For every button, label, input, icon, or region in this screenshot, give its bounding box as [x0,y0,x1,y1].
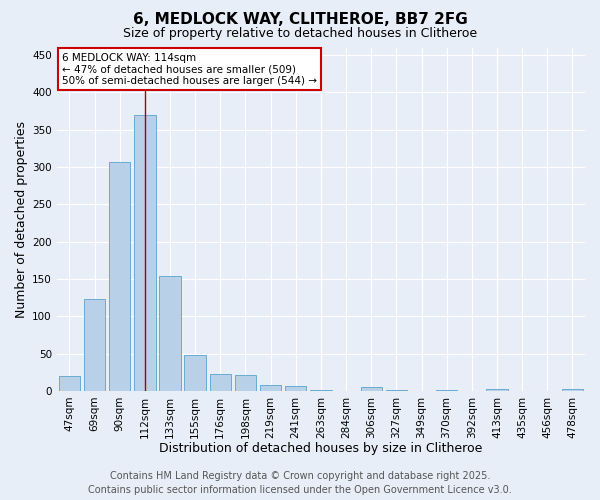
Bar [84,299,105,391]
Y-axis label: Number of detached properties: Number of detached properties [15,120,28,318]
Bar [59,376,80,391]
Bar [184,355,206,391]
Text: Contains HM Land Registry data © Crown copyright and database right 2025.
Contai: Contains HM Land Registry data © Crown c… [88,471,512,495]
Text: 6, MEDLOCK WAY, CLITHEROE, BB7 2FG: 6, MEDLOCK WAY, CLITHEROE, BB7 2FG [133,12,467,28]
Bar [310,390,332,391]
Bar [134,114,155,391]
Text: 6 MEDLOCK WAY: 114sqm
← 47% of detached houses are smaller (509)
50% of semi-det: 6 MEDLOCK WAY: 114sqm ← 47% of detached … [62,52,317,86]
Bar [260,385,281,391]
Bar [361,387,382,391]
Bar [109,162,130,391]
Bar [285,386,307,391]
Bar [209,374,231,391]
Bar [562,388,583,391]
Bar [386,390,407,391]
Bar [159,276,181,391]
Text: Size of property relative to detached houses in Clitheroe: Size of property relative to detached ho… [123,28,477,40]
Bar [235,375,256,391]
Bar [436,390,457,391]
Bar [486,390,508,391]
X-axis label: Distribution of detached houses by size in Clitheroe: Distribution of detached houses by size … [159,442,482,455]
